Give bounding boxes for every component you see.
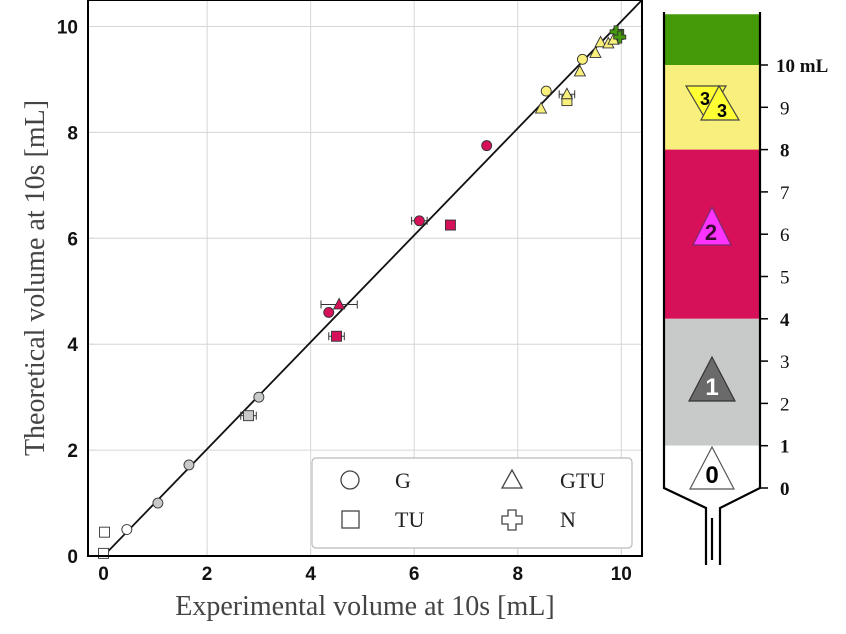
legend-label-tu: TU <box>395 507 424 532</box>
point-n <box>613 30 627 44</box>
legend-box <box>311 457 633 549</box>
point-g <box>577 53 588 65</box>
point-gtu <box>560 87 574 100</box>
tube-zones <box>664 14 760 488</box>
legend-circle-icon <box>340 470 360 490</box>
scale-label: 10 mL <box>776 56 828 77</box>
point-g <box>323 306 335 318</box>
x-tick-labels: 0 2 4 6 8 10 <box>98 564 632 585</box>
x-tick-label: 0 <box>98 564 109 585</box>
scale-label: 9 <box>780 98 790 119</box>
point-g <box>121 524 133 535</box>
legend-label-n: N <box>560 507 576 532</box>
point-g <box>540 85 552 97</box>
zone0-triangle-icon <box>689 445 735 490</box>
scale-label: 6 <box>780 225 790 246</box>
point-tu <box>98 547 109 559</box>
point-g <box>152 497 164 509</box>
scale-label: 4 <box>780 310 790 331</box>
zone3-right-number: 3 <box>717 101 727 121</box>
point-tu <box>243 410 254 422</box>
point-g <box>183 459 195 471</box>
plot-frame <box>87 0 643 557</box>
scale-label: 8 <box>780 141 790 162</box>
legend-square-icon <box>341 510 360 529</box>
zone0-number: 0 <box>705 462 718 489</box>
point-gtu <box>332 297 346 310</box>
point-gtu <box>534 101 548 114</box>
error-bars <box>240 90 576 420</box>
point-g <box>253 391 265 403</box>
scale-label: 3 <box>780 352 790 373</box>
x-tick-label: 8 <box>512 564 523 585</box>
point-g <box>413 215 425 227</box>
x-tick-label: 2 <box>202 564 213 585</box>
x-tick-label: 6 <box>409 564 420 585</box>
x-axis-title: Experimental volume at 10s [mL] <box>175 591 554 622</box>
point-tu <box>331 330 342 342</box>
point-gtu <box>589 45 602 58</box>
scale-label: 0 <box>780 479 790 500</box>
volume-scale-labels: 10 mL 9 8 7 6 5 4 3 2 1 0 <box>760 56 828 500</box>
scale-label: 7 <box>780 183 790 204</box>
zone2-triangle-icon <box>692 205 732 246</box>
y-tick-labels: 0 2 4 6 8 10 <box>57 17 79 568</box>
scale-label: 5 <box>780 268 790 289</box>
y-tick-label: 0 <box>67 547 78 568</box>
legend-plus-icon <box>501 509 523 531</box>
tube-zone4 <box>664 14 760 66</box>
legend-label-g: G <box>395 468 411 493</box>
y-tick-label: 4 <box>67 335 78 356</box>
zone1-triangle-icon <box>688 355 736 402</box>
legend-label-gtu: GTU <box>560 468 605 493</box>
zone2-number: 2 <box>705 220 717 245</box>
x-tick-label: 4 <box>305 564 316 585</box>
zone1-number: 1 <box>705 374 718 401</box>
legend-triangle-icon <box>500 468 524 489</box>
point-g <box>481 140 493 152</box>
scatter-plot: 0 2 4 6 8 10 0 2 4 6 8 10 Experimental volume at 1… <box>20 0 643 622</box>
zone3-right-triangle-icon <box>700 84 741 121</box>
y-tick-label: 8 <box>67 123 78 144</box>
legend: G GTU TU N <box>311 457 633 549</box>
point-gtu <box>594 35 607 48</box>
point-tu <box>444 219 456 231</box>
y-tick-label: 2 <box>67 441 78 462</box>
point-tu <box>99 526 111 538</box>
y-tick-label: 10 <box>57 17 78 38</box>
point-gtu <box>573 64 587 77</box>
x-tick-label: 10 <box>611 564 632 585</box>
scale-label: 1 <box>780 437 790 458</box>
tube-wall <box>662 12 762 565</box>
scale-label: 2 <box>780 394 790 415</box>
zone-badges: 0 1 2 33 <box>684 84 741 490</box>
data-points <box>98 25 627 559</box>
y-tick-label: 6 <box>67 229 78 250</box>
y-axis-title: Theoretical volume at 10s [mL] <box>20 100 51 456</box>
zone3-left-number: 3 <box>700 89 710 109</box>
